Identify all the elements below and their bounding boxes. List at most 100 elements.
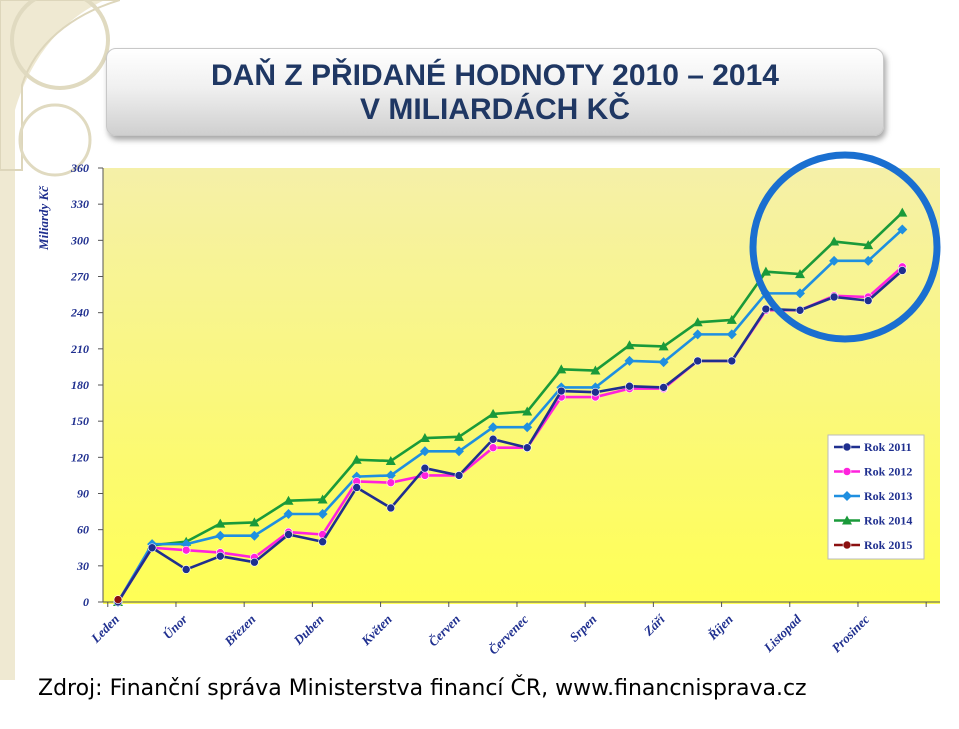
data-point (419, 446, 430, 457)
data-point (215, 518, 226, 528)
data-point (250, 557, 259, 567)
data-point (556, 386, 566, 396)
data-point (692, 329, 703, 340)
y-tick-label: 210 (70, 342, 89, 356)
legend-label: Rok 2015 (864, 538, 912, 552)
data-point (863, 296, 873, 305)
data-point (351, 454, 362, 464)
y-tick-label: 120 (71, 450, 89, 464)
data-point (385, 455, 396, 465)
data-point (181, 545, 191, 555)
data-point (829, 236, 840, 246)
legend-label: Rok 2014 (864, 514, 912, 528)
plot-area (103, 168, 940, 604)
data-point (318, 537, 327, 547)
source-note: Zdroj: Finanční správa Ministerstva fina… (38, 676, 807, 701)
title-banner: DAŇ Z PŘIDANÉ HODNOTY 2010 – 2014 V MILI… (106, 48, 884, 136)
data-point (215, 530, 226, 541)
x-tick-label: Říjen (704, 612, 736, 644)
data-point (842, 442, 852, 452)
data-point (556, 364, 567, 374)
x-tick-label: Září (640, 611, 669, 640)
series-rok-2014 (113, 207, 908, 606)
data-point (692, 317, 703, 327)
data-point (385, 470, 396, 481)
legend-label: Rok 2013 (864, 489, 912, 503)
data-point (488, 443, 498, 452)
x-tick-label: Srpen (566, 612, 599, 645)
series-line (116, 269, 904, 603)
y-tick-label: 90 (77, 487, 89, 501)
legend-item: Rok 2013 (834, 489, 912, 503)
legend-item: Rok 2011 (834, 440, 912, 454)
axes (98, 167, 940, 607)
data-point (897, 224, 908, 235)
highlight-circle (749, 151, 941, 343)
y-tick-label: 60 (77, 523, 89, 537)
y-tick-label: 180 (71, 378, 89, 392)
data-point (488, 434, 498, 444)
data-point (454, 431, 464, 441)
y-tick-label: 240 (70, 306, 89, 320)
data-point (795, 288, 805, 299)
title-line-2: V MILIARDÁCH KČ (360, 93, 630, 126)
legend-label: Rok 2011 (864, 440, 912, 454)
x-tick-label: Leden (87, 612, 122, 647)
data-point (624, 355, 635, 366)
data-point (147, 543, 157, 553)
x-tick-labels: Leden Únor Březen Duben Květen Červen Červenec… (87, 611, 872, 658)
x-tick-label: Březen (221, 612, 259, 650)
y-tick-label: 270 (70, 270, 89, 284)
x-tick-label: Duben (290, 612, 327, 649)
legend: Rok 2011 Rok 2012 Rok 2013 Rok 2014 Rok 2015 (827, 434, 925, 560)
data-point (181, 565, 191, 574)
y-tick-label: 30 (76, 559, 89, 573)
data-point (352, 483, 362, 492)
vat-line-chart: 0 30 60 90 120 150 180 210 240 270 300 330 360 Milia… (36, 151, 941, 658)
x-tick-label: Červen (425, 612, 463, 650)
x-tick-label: Únor (160, 611, 191, 642)
series-rok-2015 (113, 595, 123, 604)
legend-item: Rok 2015 (834, 538, 912, 552)
data-point (624, 340, 635, 350)
legend-item: Rok 2012 (834, 465, 912, 479)
data-point (842, 491, 852, 501)
data-point (658, 341, 669, 351)
y-tick-label: 150 (71, 414, 89, 428)
data-point (249, 530, 260, 541)
data-point (317, 508, 328, 519)
y-tick-label: 300 (70, 233, 89, 247)
data-point (113, 595, 123, 604)
data-point (522, 443, 532, 452)
y-tick-label: 330 (70, 197, 89, 211)
data-point (897, 266, 907, 275)
data-point (488, 422, 499, 433)
data-point (249, 517, 260, 527)
data-point (420, 463, 430, 473)
x-tick-label: Prosinec (829, 611, 873, 655)
x-tick-label: Červenec (485, 611, 531, 657)
data-point (522, 406, 533, 416)
y-tick-labels: 0 30 60 90 120 150 180 210 240 270 300 330 360 (70, 161, 89, 609)
data-point (795, 305, 805, 315)
data-point (386, 478, 396, 487)
data-point (693, 356, 703, 366)
data-point (283, 508, 294, 519)
data-point (181, 539, 192, 550)
title-line-1: DAŇ Z PŘIDANÉ HODNOTY 2010 – 2014 (211, 59, 779, 92)
y-axis-label: Miliardy Kč (36, 185, 51, 251)
x-tick-label: Květen (358, 612, 395, 649)
data-point (842, 515, 852, 525)
data-point (795, 269, 805, 279)
data-point (659, 383, 668, 392)
data-point (761, 304, 771, 314)
legend-item: Rok 2014 (834, 514, 912, 528)
y-tick-label: 360 (70, 161, 89, 175)
data-point (726, 329, 737, 340)
data-point (625, 381, 634, 391)
data-point (590, 365, 601, 375)
data-point (454, 446, 464, 457)
data-point (284, 530, 293, 539)
series-line (116, 228, 904, 603)
data-point (726, 314, 737, 324)
